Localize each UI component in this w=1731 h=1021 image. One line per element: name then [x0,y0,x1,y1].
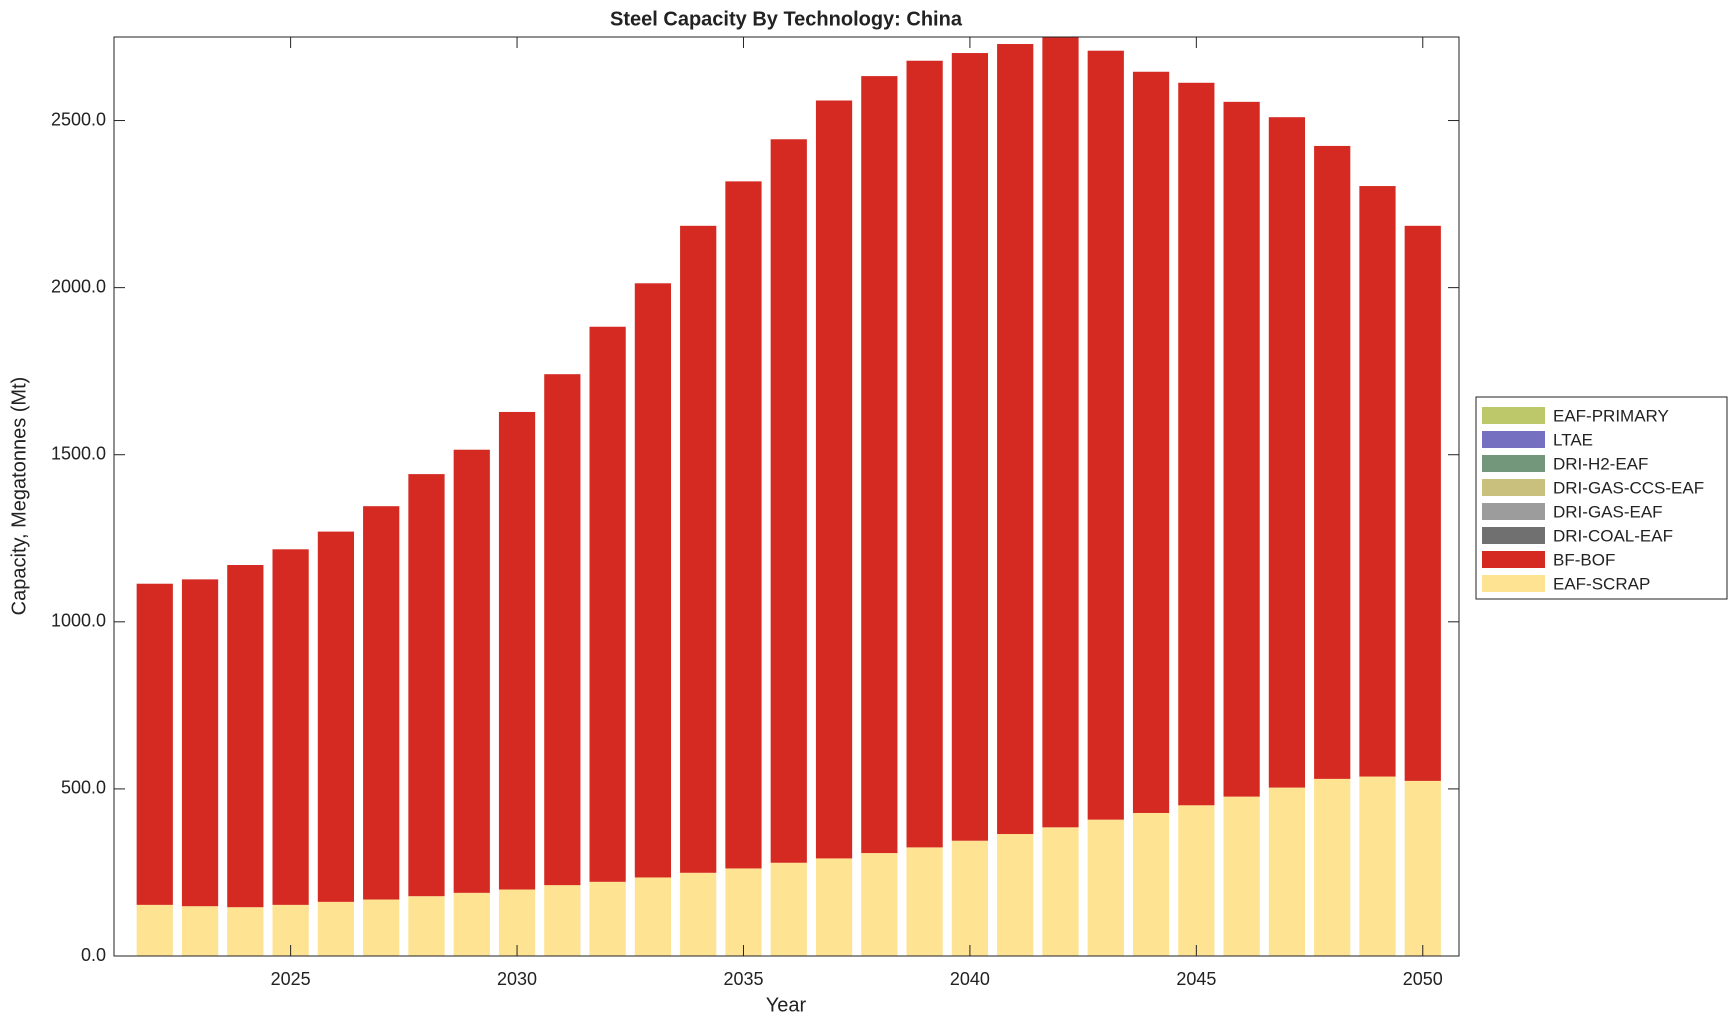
bar-segment [1314,778,1351,956]
bar-segment [906,60,943,848]
bar-segment [181,906,219,956]
chart-title: Steel Capacity By Technology: China [610,8,963,30]
x-tick-label: 2045 [1176,969,1216,989]
bar-segment [997,834,1034,956]
bar-segment [770,139,807,863]
legend-swatch [1482,527,1545,544]
x-tick-label: 2030 [497,969,537,989]
bar-segment [815,858,853,956]
bar-segment [906,847,943,956]
bar-segment [453,892,490,956]
bar-segment [181,579,219,907]
bar-segment [1178,82,1215,806]
bar-segment [408,474,445,897]
y-tick-label: 0.0 [81,945,106,965]
bar-segment [408,896,445,956]
x-tick-label: 2035 [723,969,763,989]
bar-segment [227,907,264,956]
bar-segment [770,862,807,956]
y-tick-label: 1500.0 [51,443,106,463]
bar-segment [680,872,717,956]
bar-segment [861,853,898,956]
bar-segment [1087,819,1124,956]
bar-segment [272,549,309,905]
bar-segment [1359,186,1396,777]
x-axis-label: Year [766,994,807,1016]
bar-segment [136,904,173,956]
bar-segment [1042,827,1079,956]
bar-segment [1314,145,1351,779]
legend-label: LTAE [1553,430,1593,449]
bar-segment [861,76,898,854]
y-axis-label: Capacity, Megatonnes (Mt) [8,377,30,616]
bar-segment [136,583,173,905]
bar-segment [1132,71,1170,813]
legend-swatch [1482,575,1545,592]
legend: EAF-PRIMARY LTAE DRI-H2-EAF DRI-GAS-CCS-EAF… [1475,396,1728,600]
y-tick-label: 2000.0 [51,276,106,296]
bar-segment [1042,37,1079,828]
legend-label: DRI-COAL-EAF [1553,526,1673,545]
x-tick-label: 2040 [950,969,990,989]
x-tick-label: 2025 [271,969,311,989]
bar-segment [1268,117,1306,788]
bar-segment [634,877,672,956]
bar-segment [227,565,264,908]
bar-segment [1359,776,1396,956]
bar-segment [1268,787,1306,956]
bar-segment [680,225,717,873]
bar-segment [997,44,1034,835]
bar-segment [951,53,989,841]
bar-segment [1223,101,1260,797]
legend-label: DRI-GAS-CCS-EAF [1553,478,1704,497]
y-tick-label: 500.0 [61,778,106,798]
legend-label: DRI-GAS-EAF [1553,502,1663,521]
bar-segment [1132,812,1170,956]
bar-segment [1223,796,1260,956]
legend-label: EAF-SCRAP [1553,574,1650,593]
x-tick-label: 2050 [1403,969,1443,989]
legend-label: DRI-H2-EAF [1553,454,1648,473]
bar-segment [1404,780,1441,956]
bar-segment [1404,225,1441,781]
bar-segment [589,881,626,956]
bar-segment [1087,50,1124,820]
legend-swatch [1482,551,1545,568]
bar-segment [725,181,762,869]
bar-segment [544,374,581,886]
y-tick-label: 2500.0 [51,109,106,129]
legend-swatch [1482,431,1545,448]
legend-label: EAF-PRIMARY [1553,406,1669,425]
bar-segment [544,885,581,956]
bar-segment [951,840,989,956]
legend-swatch [1482,503,1545,520]
bar-segment [1178,805,1215,956]
bar-segment [363,506,400,900]
bar-segment [453,449,490,893]
bar-segment [589,326,626,882]
bar-segment [815,100,853,859]
bar-segment [363,899,400,956]
legend-swatch [1482,479,1545,496]
legend-label: BF-BOF [1553,550,1615,569]
bar-segment [498,411,536,890]
bar-segment [725,868,762,956]
y-tick-label: 1000.0 [51,611,106,631]
legend-swatch [1482,407,1545,424]
bar-segment [317,901,355,956]
legend-swatch [1482,455,1545,472]
bar-segment [498,889,536,956]
plot-frame [113,36,1460,957]
bar-segment [317,531,355,902]
bar-segment [634,283,672,878]
